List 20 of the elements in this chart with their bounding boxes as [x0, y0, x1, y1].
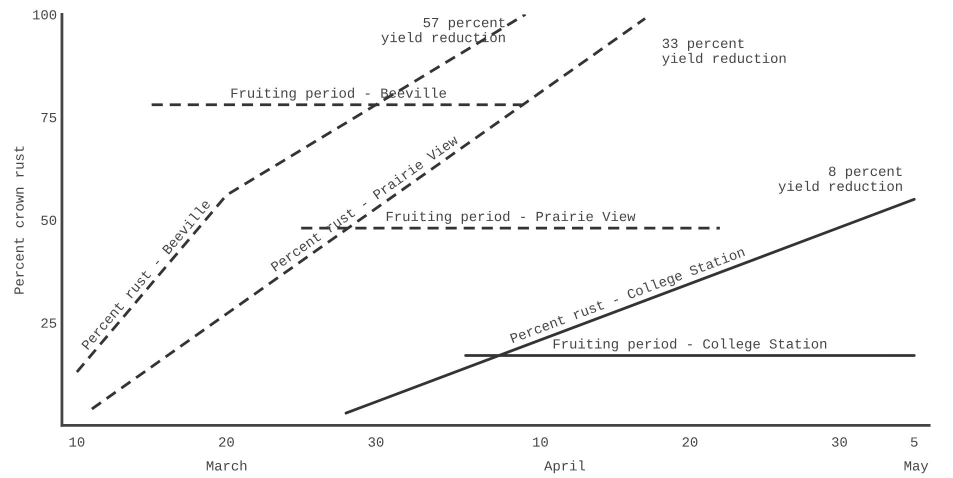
x-tick-label: 10	[70, 437, 84, 447]
y-tick-label: 75	[41, 112, 56, 122]
x-tick-label: 30	[832, 437, 847, 447]
x-tick-label: 30	[368, 437, 384, 447]
x-tick-label: 10	[533, 437, 548, 447]
series-label: Fruiting period - Prairie View	[386, 210, 636, 224]
y-tick-label: 100	[33, 10, 56, 20]
x-tick-label: 20	[219, 437, 234, 447]
text: March	[206, 460, 246, 471]
x-tick-label: 20	[682, 437, 698, 447]
annotation: 57 percent yield reduction	[381, 18, 505, 46]
annotation: 8 percent yield reduction	[778, 166, 902, 194]
text: May	[904, 461, 928, 474]
annotation: 33 percent yield reduction	[662, 38, 786, 66]
text: April	[544, 460, 586, 474]
y-tick-label: 50	[41, 216, 56, 226]
x-tick-label: 5	[910, 437, 918, 447]
y-axis-title: Percent crown rust	[14, 146, 24, 294]
series-label: Fruiting period - Beeville	[232, 88, 446, 101]
y-tick-label: 25	[41, 318, 56, 328]
